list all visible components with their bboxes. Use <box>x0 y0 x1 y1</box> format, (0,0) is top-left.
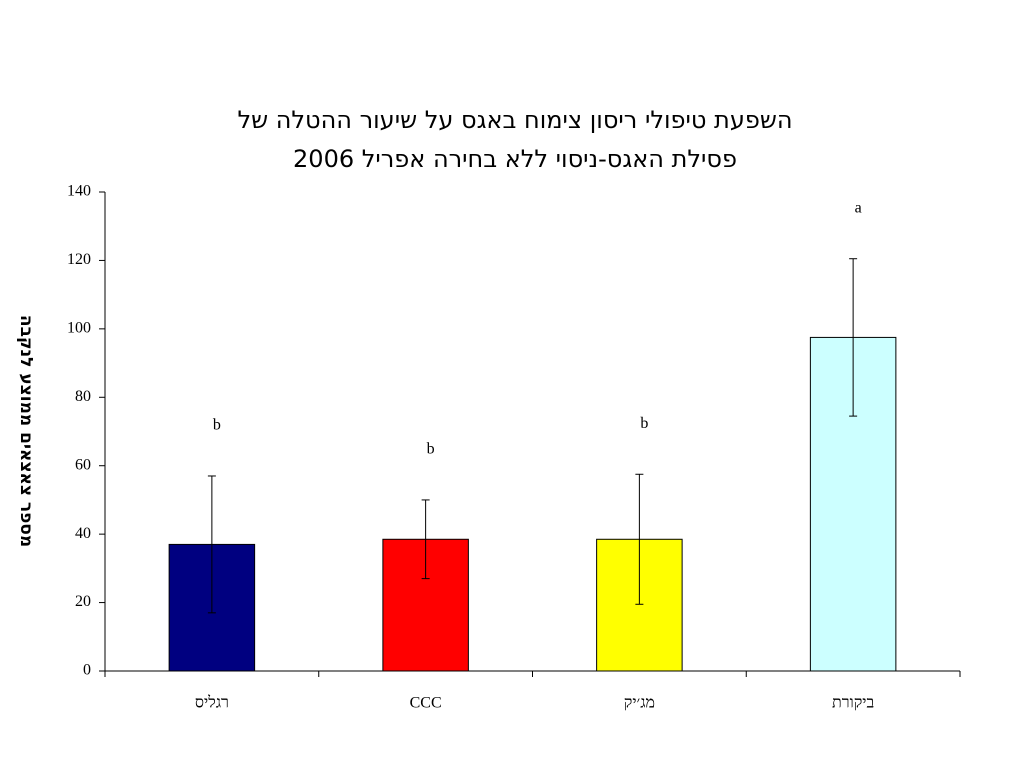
y-tick-label: 20 <box>75 593 91 610</box>
x-tick-label: CCC <box>410 695 442 712</box>
y-axis-label: מספר צאצאים ממוצע לנקבה <box>16 315 36 547</box>
y-tick-label: 100 <box>67 320 91 337</box>
y-tick-label: 60 <box>75 456 91 473</box>
x-tick-label: רגליס <box>195 694 229 712</box>
y-tick-label: 40 <box>75 525 91 542</box>
annotation: b <box>640 415 648 432</box>
annotation: a <box>855 199 862 216</box>
annotation: b <box>213 417 221 434</box>
annotation: b <box>427 441 435 458</box>
y-tick-label: 140 <box>67 183 91 200</box>
x-tick-label: ביקורת <box>832 695 874 712</box>
y-tick-label: 0 <box>83 662 91 679</box>
x-tick-label: מג׳יק <box>624 695 655 712</box>
chart-title: השפעת טיפולי ריסון צימוח באגס על שיעור ה… <box>237 106 792 134</box>
y-tick-label: 120 <box>67 251 91 268</box>
y-tick-label: 80 <box>75 388 91 405</box>
chart-title: פסילת האגס-ניסוי ללא בחירה אפריל 2006 <box>293 145 737 173</box>
